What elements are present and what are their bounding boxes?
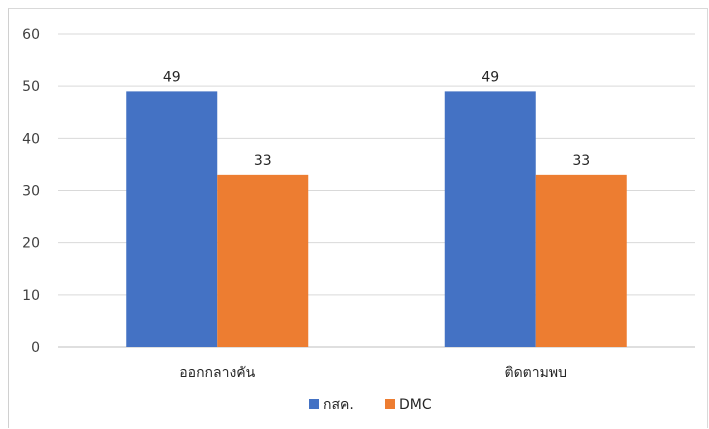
- y-tick-label: 10: [22, 288, 40, 304]
- legend-swatch: [309, 399, 319, 409]
- y-tick-label: 30: [22, 184, 40, 200]
- y-tick-label: 20: [22, 236, 40, 252]
- y-axis-ticks: 0 10 20 30 40 50 60: [22, 27, 40, 356]
- legend: กสค. DMC: [309, 397, 432, 413]
- bar-series1-0: [126, 91, 218, 347]
- data-label: 33: [572, 153, 590, 169]
- data-label: 49: [481, 69, 499, 85]
- data-labels: 49 33 49 33: [163, 69, 590, 168]
- legend-label: กสค.: [323, 397, 354, 413]
- y-tick-label: 50: [22, 79, 40, 95]
- bar-series2-1: [535, 174, 627, 347]
- legend-swatch: [385, 399, 395, 409]
- bars: [126, 91, 627, 347]
- y-tick-label: 40: [22, 131, 40, 147]
- data-label: 33: [254, 153, 272, 169]
- y-tick-label: 60: [22, 27, 40, 43]
- category-label: ติดตามพบ: [505, 365, 567, 381]
- data-label: 49: [163, 69, 181, 85]
- legend-label: DMC: [399, 397, 432, 413]
- bar-series2-0: [217, 174, 309, 347]
- category-labels: ออกกลางคัน ติดตามพบ: [179, 365, 567, 381]
- category-label: ออกกลางคัน: [179, 365, 255, 381]
- y-tick-label: 0: [31, 340, 40, 356]
- bar-series1-1: [444, 91, 536, 347]
